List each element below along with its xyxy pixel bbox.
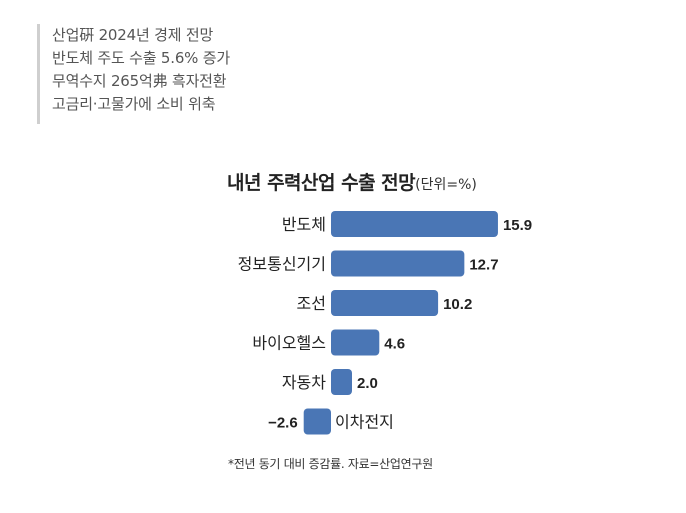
headline-line-1: 산업硏 2024년 경제 전망 xyxy=(52,26,214,44)
bar-2 xyxy=(331,290,439,316)
value-label-0: 15.9 xyxy=(503,217,532,234)
value-label-4: 2.0 xyxy=(357,375,378,392)
footnote: *전년 동기 대비 증감률. 자료=산업연구원 xyxy=(228,457,433,471)
chart-unit: (단위=%) xyxy=(415,177,477,193)
category-label-2: 조선 xyxy=(297,294,326,313)
chart-title-text: 내년 주력산업 수출 전망 xyxy=(227,172,416,194)
bar-0 xyxy=(331,211,498,237)
bar-3 xyxy=(331,329,380,356)
headline-block: 산업硏 2024년 경제 전망 반도체 주도 수출 5.6% 증가 무역수지 2… xyxy=(37,24,337,124)
category-label-5: 이차전지 xyxy=(335,413,394,432)
bar-1 xyxy=(331,250,465,277)
headline-line-3: 무역수지 265억弗 흑자전환 xyxy=(52,72,227,90)
headline-line-2: 반도체 주도 수출 5.6% 증가 xyxy=(52,49,230,67)
value-label-3: 4.6 xyxy=(384,336,405,353)
value-label-5: −2.6 xyxy=(268,415,298,432)
bar-4 xyxy=(331,369,352,395)
category-label-0: 반도체 xyxy=(282,215,326,234)
value-label-1: 12.7 xyxy=(469,257,498,274)
category-label-4: 자동차 xyxy=(282,373,326,392)
headline-line-4: 고금리·고물가에 소비 위축 xyxy=(52,95,216,113)
chart-title: 내년 주력산업 수출 전망(단위=%) xyxy=(227,168,477,195)
value-label-2: 10.2 xyxy=(443,296,472,313)
bar-chart: 반도체 15.9 정보통신기기 12.7 조선 10.2 바이오헬스 4.6 자동차 2.0 이차전… xyxy=(238,211,532,435)
category-label-1: 정보통신기기 xyxy=(238,255,326,274)
bar-5 xyxy=(303,408,331,435)
category-label-3: 바이오헬스 xyxy=(252,334,326,353)
